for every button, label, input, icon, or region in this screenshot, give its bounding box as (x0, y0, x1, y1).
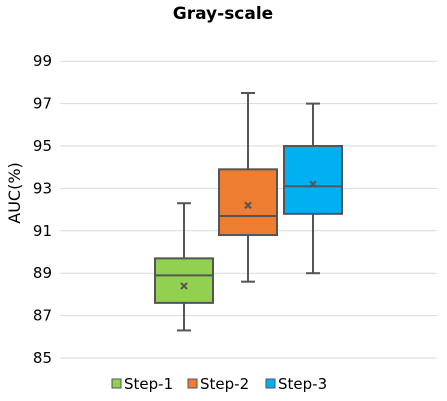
box-step-3 (283, 102, 343, 275)
box-step-1 (154, 202, 214, 332)
y-tick-label: 89 (33, 264, 52, 282)
box-series (154, 92, 343, 332)
legend-label: Step-1 (124, 375, 173, 393)
mean-marker (180, 282, 188, 290)
y-axis-ticks: 85 87 89 91 93 95 97 99 (33, 52, 52, 367)
y-tick-label: 87 (33, 307, 52, 325)
legend-swatch (265, 378, 276, 389)
y-tick-label: 99 (33, 52, 52, 70)
mean-marker (309, 180, 317, 188)
mean-marker (244, 201, 252, 210)
iqr-box (283, 145, 343, 215)
legend-label: Step-3 (278, 375, 327, 393)
legend-label: Step-2 (200, 375, 249, 393)
iqr-box (218, 168, 278, 237)
y-tick-label: 93 (33, 179, 52, 197)
legend-item-step-2: Step-2 (187, 375, 249, 393)
y-tick-label: 91 (33, 222, 52, 240)
y-axis-label: AUC(%) (5, 162, 24, 224)
legend-item-step-3: Step-3 (265, 375, 327, 393)
y-tick-label: 97 (33, 95, 52, 113)
box-step-2 (218, 92, 278, 283)
chart-title: Gray-scale (173, 4, 273, 24)
legend: Step-1 Step-2 Step-3 (111, 375, 327, 393)
legend-swatch (187, 378, 198, 389)
legend-item-step-1: Step-1 (111, 375, 173, 393)
y-tick-label: 85 (33, 349, 52, 367)
y-tick-label: 95 (33, 137, 52, 155)
iqr-box (154, 257, 214, 304)
legend-swatch (111, 378, 122, 389)
